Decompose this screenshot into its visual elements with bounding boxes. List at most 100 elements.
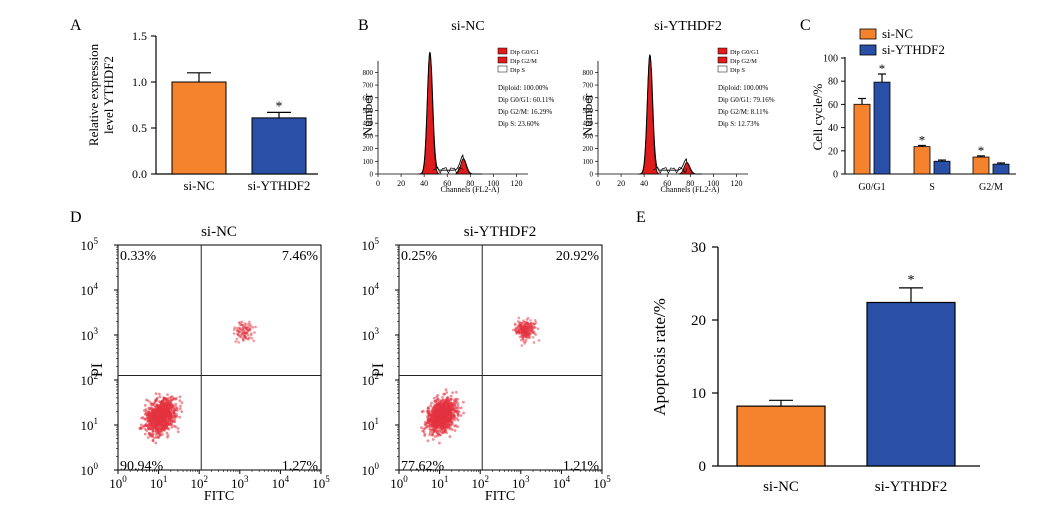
legend-label-si-nc: si-NC (882, 26, 913, 41)
panel-b-ytick-label: 500 (583, 107, 594, 115)
panel-d-xtick-exponent: 1 (163, 474, 168, 484)
panel-b-legend-swatch-2 (497, 65, 508, 73)
panel-d-event-dot (462, 411, 466, 415)
panel-d-event-dot (178, 399, 182, 403)
panel-d-xtick-exponent: 4 (566, 474, 571, 484)
panel-c-bar-2-0 (972, 156, 990, 175)
panel-d-event-dot (446, 407, 450, 411)
panel-d-event-dot (235, 327, 239, 330)
legend-swatch-si-nc (859, 28, 877, 40)
panel-c-ytick-label: 20 (828, 146, 838, 157)
panel-b-legend-swatch-0 (497, 47, 508, 55)
panel-d-ytick-label: 100 (81, 461, 99, 478)
panel-b-xtick-label: 0 (596, 179, 600, 188)
panel-d-event-dot (529, 319, 532, 322)
panel-e-ytick-label: 10 (691, 386, 706, 402)
panel-d-event-dot (169, 401, 173, 405)
panel-d-xtick-exponent: 4 (285, 474, 290, 484)
panel-d-event-dot (518, 323, 522, 327)
panel-d-event-dot (430, 428, 434, 432)
panel-d-event-dot (145, 423, 148, 427)
panel-d-event-dot (517, 330, 521, 334)
panel-d-event-dot (250, 332, 253, 335)
panel-d-event-dot (526, 333, 530, 336)
panel-d-event-dot (438, 406, 441, 410)
panel-d-event-dot (156, 407, 159, 411)
panel-d-event-dot (165, 397, 168, 401)
panel-d-event-dot (523, 342, 527, 345)
panel-d-event-dot (532, 322, 536, 325)
panel-d-ytick-label: 105 (362, 236, 380, 253)
panel-d-event-dot (172, 396, 176, 400)
panel-d-event-dot (449, 413, 452, 417)
panel-d-event-dot (165, 431, 169, 435)
panel-d-event-dot (534, 321, 538, 324)
panel-a: A Relative expression level YTHDF2 0.00.… (70, 17, 318, 193)
panel-d-ytick-exponent: 2 (94, 371, 99, 381)
panel-a-significance-1: * (276, 99, 283, 114)
panel-d-event-dot (531, 324, 534, 328)
panel-d-event-dot (180, 410, 184, 414)
panel-d-event-dot (157, 392, 161, 396)
panel-b-g0g1-peak (639, 54, 662, 175)
panel-d-event-dot (438, 403, 442, 407)
panel-d: D si-NC PI FITC 0.33% 7.46% 90.94% 1.27%… (70, 209, 611, 504)
panel-d-event-dot (143, 417, 147, 421)
panel-d-ytick-label: 104 (81, 281, 99, 298)
panel-d-event-dot (172, 412, 176, 416)
panel-b-stat-1: Dip G0/G1: 60.11% (498, 96, 554, 104)
panel-d-event-dot (235, 329, 239, 332)
panel-c-xtick-s: S (929, 182, 935, 193)
panel-d-event-dot (444, 388, 448, 392)
panel-d-event-dot (232, 332, 236, 335)
panel-b-title-si-ythdf2: si-YTHDF2 (654, 19, 722, 34)
panel-b-stat-0: Diploid: 100.00% (498, 84, 548, 92)
panel-d-event-dot (253, 331, 256, 334)
panel-b-ytick-label: 700 (363, 82, 374, 90)
panel-d-event-dot (462, 400, 465, 404)
panel-d-event-dot (155, 399, 158, 403)
panel-c-legend: si-NC si-YTHDF2 (859, 26, 945, 57)
panel-d-event-dot (441, 411, 445, 415)
panel-d-xlabel-si-ythdf2: FITC (485, 489, 515, 504)
panel-d-event-dot (161, 426, 165, 430)
panel-d-event-dot (429, 404, 433, 408)
panel-d-event-dot (533, 319, 537, 322)
panel-d-xtick-label: 104 (272, 474, 290, 491)
quadrant-lr-si-nc: 1.27% (282, 459, 319, 474)
panel-d-event-dot (156, 432, 160, 436)
panel-d-event-dot (527, 325, 530, 329)
panel-b-total-trace (417, 51, 482, 175)
panel-d-event-dot (456, 403, 460, 407)
panel-a-bars: * (171, 72, 307, 175)
panel-d-event-dot (453, 414, 457, 418)
panel-d-ytick-exponent: 2 (375, 371, 380, 381)
panel-b-ylabel-si-ythdf2: Number (580, 93, 595, 136)
panel-b-ytick-label: 200 (583, 145, 594, 153)
panel-d-event-dot (456, 413, 460, 417)
panel-e-ytick-label: 0 (699, 459, 707, 475)
panel-d-event-dot (449, 394, 453, 398)
panel-c-bar-0-0 (853, 103, 871, 175)
panel-d-event-dot (178, 415, 182, 419)
panel-d-xtick-label: 103 (231, 474, 249, 491)
panel-d-plot-frame (398, 244, 603, 471)
panel-d-event-dot (166, 404, 170, 408)
cell-cycle-histogram-si-ythdf2: si-YTHDF2 Number Channels (FL2-A) 0 100 20… (580, 19, 775, 194)
panel-d-event-dot (142, 424, 146, 428)
panel-b-legend-swatch-2 (717, 65, 728, 73)
panel-d-event-dot (252, 339, 256, 343)
panel-d-event-dot (531, 335, 535, 339)
panel-d-ytick-exponent: 4 (94, 281, 99, 291)
panel-d-event-dot (168, 416, 171, 420)
panel-d-event-dot (430, 401, 433, 405)
panel-d-event-dot (429, 414, 433, 418)
panel-d-event-dot (171, 416, 175, 420)
panel-b-ytick-label: 800 (583, 69, 594, 77)
panel-d-event-dot (161, 405, 165, 409)
panel-d-event-dot (521, 328, 524, 332)
panel-d-event-dot (175, 412, 178, 416)
panel-d-event-dot (160, 422, 164, 426)
panel-d-event-dot (512, 328, 515, 332)
panel-d-event-dot (173, 420, 177, 424)
